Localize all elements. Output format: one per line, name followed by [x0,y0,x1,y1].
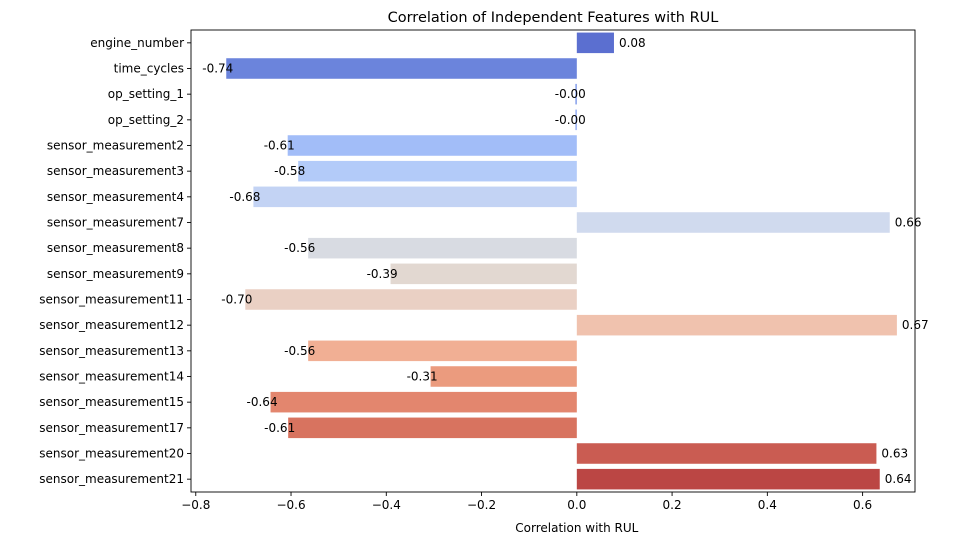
bar-sensor-measurement9 [390,263,577,285]
y-tick-label: sensor_measurement20 [39,447,184,461]
bar-sensor-measurement17 [288,417,577,439]
x-tick-label: −0.4 [372,498,401,512]
data-label: 0.08 [619,36,646,50]
data-label: -0.74 [202,62,233,76]
data-label: -0.39 [367,267,398,281]
x-tick-label: −0.8 [181,498,210,512]
data-label: -0.31 [407,370,438,384]
data-label: 0.64 [885,472,912,486]
bar-sensor-measurement13 [308,340,577,362]
x-tick-label: −0.6 [276,498,305,512]
bar-engine-number [576,32,614,54]
data-label: -0.68 [229,190,260,204]
y-tick-label: time_cycles [114,62,184,76]
x-tick-label: −0.2 [467,498,496,512]
data-label: -0.70 [221,293,252,307]
bar-sensor-measurement15 [270,391,577,413]
y-tick-label: sensor_measurement9 [47,267,184,281]
data-label: -0.56 [284,241,315,255]
data-label: 0.67 [902,318,929,332]
data-label: -0.58 [274,164,305,178]
plot-frame [190,29,916,493]
y-tick-label: sensor_measurement3 [47,164,184,178]
y-tick-label: sensor_measurement4 [47,190,184,204]
data-label: -0.00 [555,87,586,101]
bar-time-cycles [226,58,577,79]
data-labels: 0.08 -0.74 -0.00 -0.00 -0.61 -0.58 -0.68 0.66 -0… [202,36,928,486]
data-label: -0.61 [264,139,295,153]
x-tick-label: 0.6 [853,498,872,512]
bar-sensor-measurement11 [245,289,577,310]
data-label: -0.00 [555,113,586,127]
data-label: 0.63 [881,447,908,461]
bar-sensor-measurement8 [308,237,577,259]
y-tick-label: sensor_measurement17 [39,421,184,435]
bar-sensor-measurement14 [430,366,577,387]
y-tick-label: op_setting_1 [108,87,184,101]
data-label: -0.56 [284,344,315,358]
y-tick-label: sensor_measurement13 [39,344,184,358]
bar-sensor-measurement7 [576,212,890,233]
bar-op-setting-1 [575,83,577,105]
y-tick-label: engine_number [90,36,184,50]
bar-sensor-measurement2 [287,135,577,156]
y-tick-label: sensor_measurement21 [39,472,184,486]
y-tick-label: op_setting_2 [108,113,184,127]
bar-sensor-measurement4 [253,186,577,208]
data-label: -0.61 [264,421,295,435]
bar-sensor-measurement20 [576,443,877,464]
x-tick-label: 0.2 [663,498,682,512]
y-tick-label: sensor_measurement11 [39,293,184,307]
bar-sensor-measurement12 [576,314,897,336]
chart-title: Correlation of Independent Features with… [388,10,719,26]
y-tick-label: sensor_measurement12 [39,318,184,332]
y-tick-label: sensor_measurement8 [47,241,184,255]
data-label: -0.64 [247,395,278,409]
x-axis-ticks: −0.8 −0.6 −0.4 −0.2 0.0 0.2 0.4 0.6 [181,492,872,512]
bar-sensor-measurement21 [576,468,880,490]
data-label: 0.66 [895,216,922,230]
y-axis-labels: engine_number time_cycles op_setting_1 op_s… [39,36,191,486]
bars-group [226,32,897,490]
y-tick-label: sensor_measurement7 [47,216,184,230]
x-tick-label: 0.4 [758,498,777,512]
x-axis-label: Correlation with RUL [515,521,638,535]
y-tick-label: sensor_measurement2 [47,139,184,153]
bar-sensor-measurement3 [298,160,577,182]
bar-op-setting-2 [575,109,577,131]
y-tick-label: sensor_measurement15 [39,395,184,409]
y-tick-label: sensor_measurement14 [39,370,184,384]
x-tick-label: 0.0 [567,498,586,512]
plot-area [190,29,916,493]
